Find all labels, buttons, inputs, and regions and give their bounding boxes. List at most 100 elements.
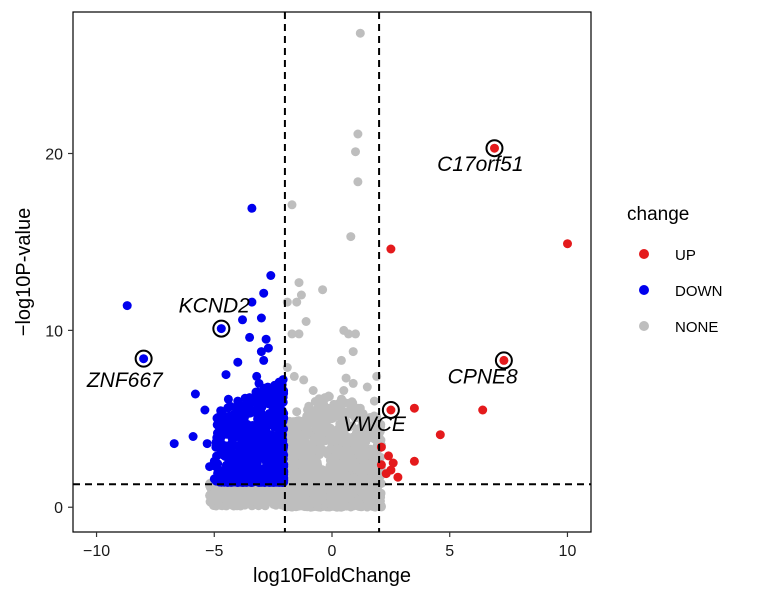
none-cloud-point <box>317 430 327 440</box>
down-cloud-point <box>273 383 283 393</box>
none-point <box>351 329 360 339</box>
none-cloud-point <box>328 413 338 423</box>
gene-label: VWCE <box>343 413 407 436</box>
gene-label: ZNF667 <box>86 369 164 392</box>
none-cloud-point <box>269 488 279 498</box>
up-point <box>409 456 419 466</box>
down-point <box>242 403 252 413</box>
down-cloud-point <box>279 467 289 477</box>
down-point <box>268 396 278 406</box>
none-cloud-point <box>288 451 298 461</box>
x-axis-title: log10FoldChange <box>253 565 411 587</box>
down-cloud-point <box>254 425 264 435</box>
down-point <box>214 417 224 427</box>
down-cloud-point <box>256 434 266 444</box>
none-cloud-point <box>307 475 317 485</box>
none-cloud-point <box>333 464 343 474</box>
down-point <box>122 301 132 311</box>
down-point <box>252 371 262 381</box>
y-tick-label: 10 <box>45 323 63 340</box>
down-cloud-point <box>239 450 249 460</box>
none-point <box>292 297 302 307</box>
down-cloud-point <box>238 433 248 443</box>
none-cloud-point <box>361 433 371 442</box>
legend: change UP DOWN NONE <box>627 204 723 336</box>
down-point <box>256 347 266 357</box>
none-cloud-point <box>300 500 310 510</box>
none-cloud-point <box>335 474 345 484</box>
down-cloud-point <box>253 396 263 406</box>
none-cloud-point <box>369 454 379 464</box>
none-cloud-point <box>290 494 300 504</box>
x-tick-label: 10 <box>559 543 577 560</box>
down-cloud-point <box>225 440 235 450</box>
none-point <box>287 329 297 339</box>
none-cloud-point <box>328 493 338 503</box>
down-point <box>221 370 231 380</box>
down-point <box>259 288 269 298</box>
up-point <box>393 472 403 482</box>
none-point <box>320 393 330 403</box>
none-point <box>348 347 358 357</box>
none-point <box>289 371 299 381</box>
legend-swatch <box>639 285 649 295</box>
down-cloud-point <box>251 449 261 459</box>
none-cloud-point <box>247 492 257 502</box>
down-point <box>238 315 247 325</box>
down-point <box>216 324 226 334</box>
legend-label: NONE <box>675 319 718 336</box>
down-point <box>223 394 233 404</box>
down-point <box>263 343 273 353</box>
down-cloud-point <box>274 429 284 439</box>
none-point <box>294 278 304 288</box>
x-tick-label: 0 <box>328 543 337 560</box>
none-cloud-point <box>317 423 327 433</box>
down-point <box>256 389 266 399</box>
up-point <box>409 403 419 413</box>
gene-highlight-ring <box>381 400 400 419</box>
down-point <box>139 354 149 364</box>
down-point <box>209 474 219 484</box>
down-point <box>247 203 257 213</box>
legend-title: change <box>627 204 689 225</box>
points-layer <box>122 28 572 512</box>
down-cloud-point <box>233 467 243 476</box>
gene-highlight-ring <box>212 319 231 338</box>
none-point <box>299 375 309 385</box>
down-point <box>169 439 179 449</box>
none-cloud-point <box>229 490 239 500</box>
down-point <box>245 332 255 342</box>
down-point <box>205 462 215 472</box>
none-cloud-point <box>293 432 303 442</box>
y-tick-label: 20 <box>45 146 63 163</box>
none-cloud-point <box>309 435 319 445</box>
down-point <box>261 334 271 344</box>
down-cloud-point <box>231 409 241 418</box>
none-cloud-point <box>365 487 375 497</box>
down-point <box>247 297 257 307</box>
up-point <box>435 430 445 440</box>
none-cloud-point <box>227 500 237 510</box>
down-cloud-point <box>222 428 232 437</box>
none-cloud-point <box>302 439 312 449</box>
none-point <box>355 28 365 38</box>
none-cloud-point <box>355 475 365 485</box>
down-cloud-point <box>216 466 226 475</box>
none-point <box>294 329 304 339</box>
down-cloud-point <box>261 453 271 463</box>
down-cloud-point <box>226 475 236 485</box>
none-cloud-point <box>332 433 342 443</box>
y-tick-label: 0 <box>54 500 63 517</box>
down-cloud-point <box>245 439 255 449</box>
down-cloud-point <box>267 387 277 397</box>
down-point <box>233 396 243 406</box>
none-cloud-point <box>319 407 329 417</box>
none-point <box>351 147 360 157</box>
down-cloud-point <box>264 414 274 424</box>
down-cloud-point <box>268 477 278 487</box>
none-cloud-point <box>332 500 342 510</box>
none-cloud-point <box>325 423 335 433</box>
down-point <box>259 355 269 365</box>
up-point <box>490 143 499 153</box>
down-point <box>190 389 200 399</box>
